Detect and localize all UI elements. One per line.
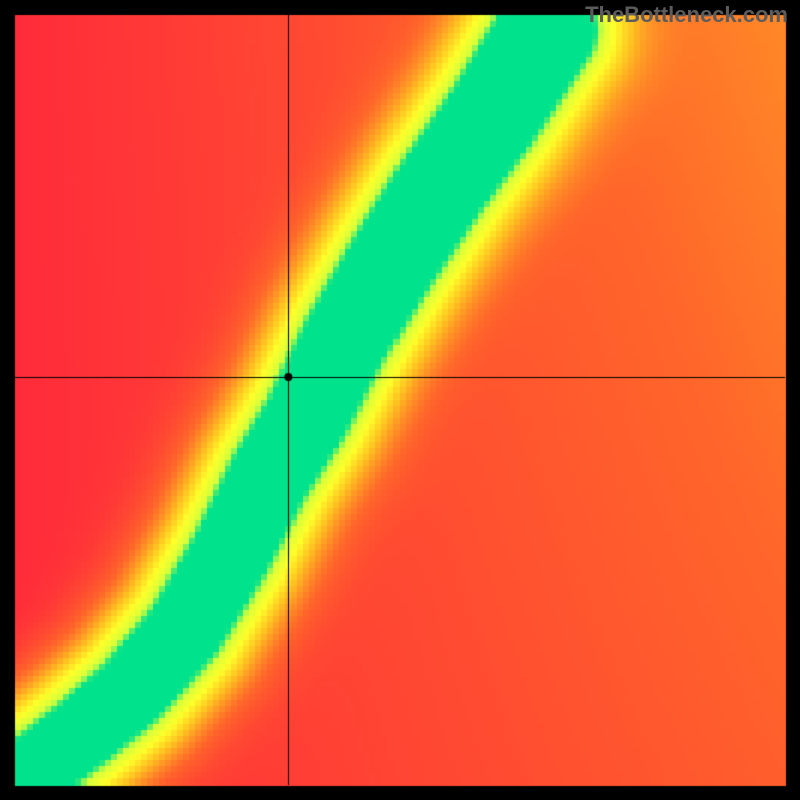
bottleneck-heatmap <box>0 0 800 800</box>
watermark-text: TheBottleneck.com <box>585 2 788 28</box>
